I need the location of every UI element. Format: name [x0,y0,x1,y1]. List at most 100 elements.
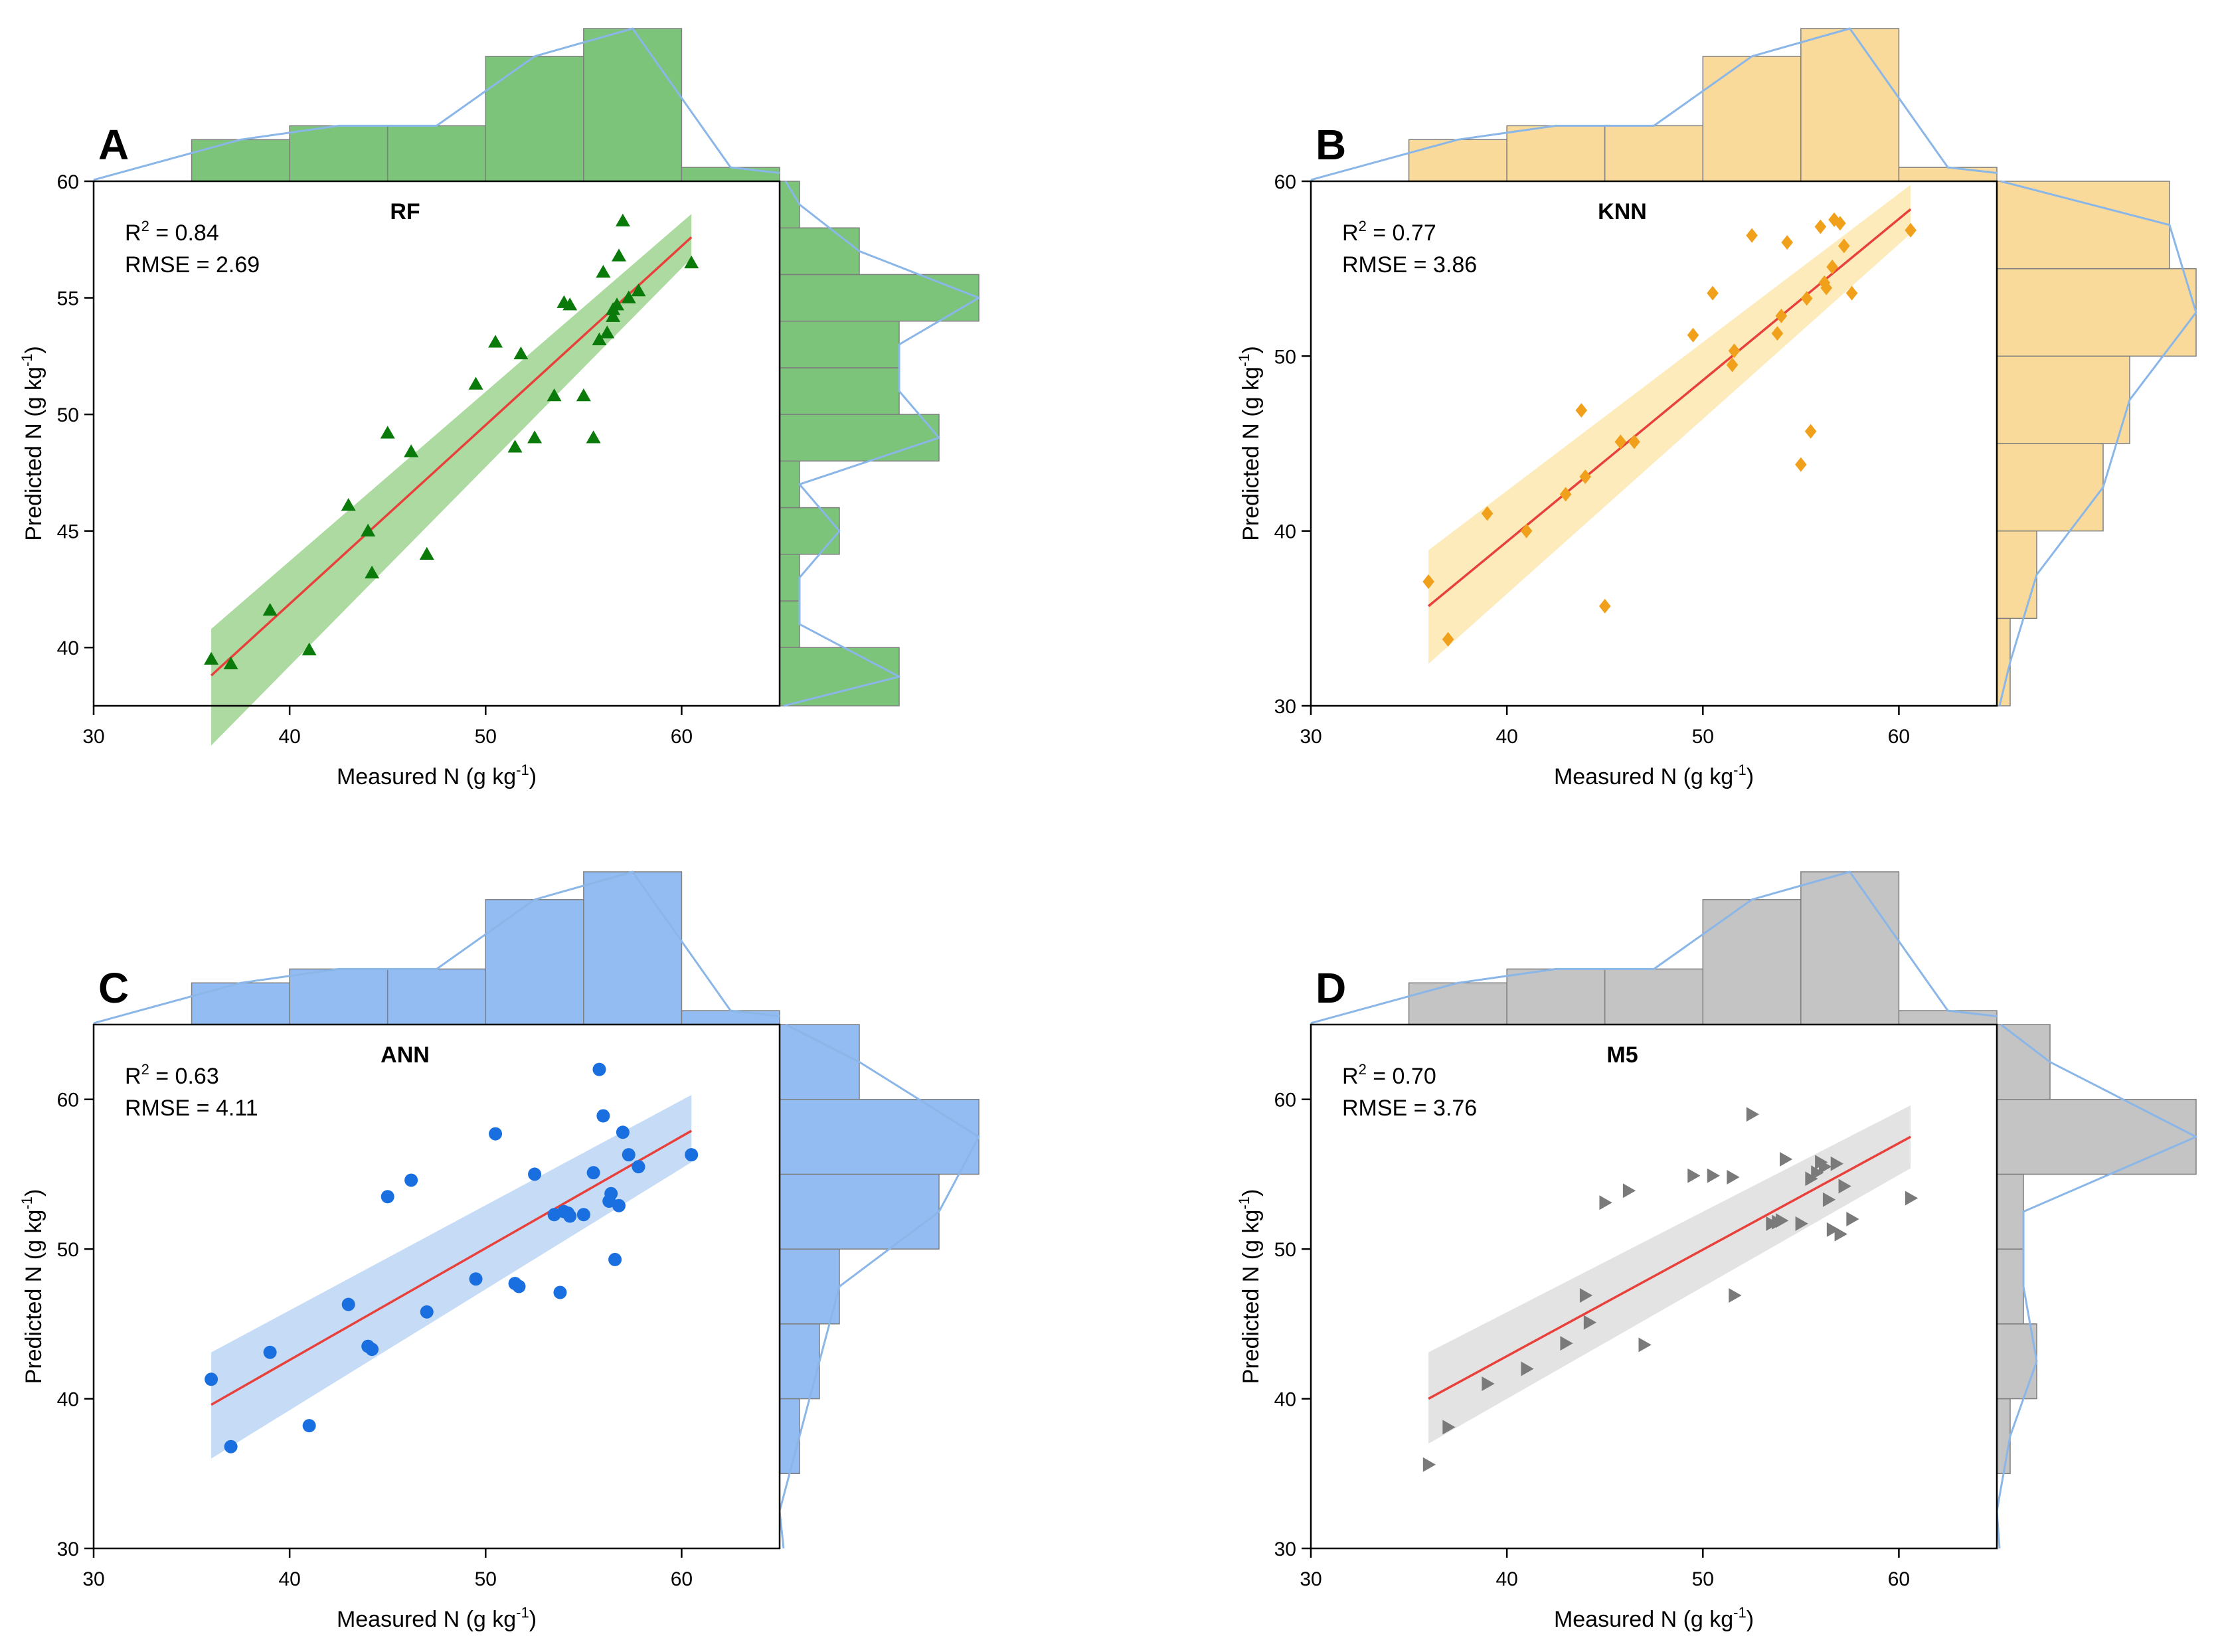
data-point [1811,1165,1824,1181]
data-point [1598,598,1611,614]
y-tick-label: 60 [1274,171,1296,193]
panel-letter: C [98,964,129,1012]
data-point [1579,1288,1593,1303]
y-hist-bar [779,507,840,555]
y-hist-bar [779,1398,800,1475]
y-tick-label: 50 [1274,346,1296,368]
data-point [553,1285,567,1299]
x-axis-label-sup: -1 [1733,1604,1747,1621]
data-point [1819,1159,1832,1175]
data-point [365,565,380,579]
plot-frame [92,180,781,707]
data-point [1422,1457,1436,1472]
data-point [512,1280,526,1293]
x-hist-bar [1800,871,1900,1025]
y-hist-bar [1996,181,2170,270]
data-point [685,1148,699,1162]
y-hist-bar [779,1098,980,1175]
y-hist-bar [779,1248,840,1325]
data-point [1905,1191,1919,1206]
data-point [576,1208,590,1222]
data-point [615,213,630,226]
x-hist-bar [289,125,388,182]
y-axis-label: Predicted N (g kg-1) [19,1189,46,1384]
x-tick-label: 40 [278,726,300,748]
x-axis-label-sup: -1 [516,1604,529,1621]
y-axis-label: Predicted N (g kg-1) [19,346,46,541]
x-tick-label: 50 [475,726,497,748]
x-tick-label: 50 [475,1568,497,1590]
data-point [380,426,395,439]
data-point [488,335,503,348]
y-hist-bar [1996,1323,2037,1400]
r2-superscript: 2 [1359,218,1367,234]
r2-value: = 0.63 [149,1064,219,1089]
data-point [604,1187,618,1200]
panel-letter: D [1316,964,1346,1012]
y-density-curve [783,181,980,707]
model-title: RF [390,199,420,224]
plot-frame [1310,180,1998,707]
y-tick-label: 60 [57,1090,79,1112]
y-hist-bar [1996,268,2197,357]
data-point [610,297,625,311]
data-point [592,1062,606,1076]
y-tick-label: 60 [1274,1090,1296,1112]
data-point [1830,1156,1843,1171]
data-point [1826,1222,1840,1237]
x-axis-label-sup: -1 [1733,762,1747,778]
data-point [1804,424,1817,439]
data-point [1622,1183,1636,1198]
x-hist-bar [681,1010,780,1025]
x-density-curve [93,870,780,1025]
x-axis-label-close: ) [1747,764,1754,789]
data-point [600,325,615,339]
y-tick-label: 55 [57,288,79,310]
y-axis-label: Predicted N (g kg-1) [1236,346,1264,541]
x-axis-label: Measured N (g kg-1) [1554,1604,1754,1632]
data-point [381,1190,394,1204]
r2-label: R [1342,1064,1359,1089]
y-tick-label: 30 [1274,696,1296,718]
model-title: ANN [381,1042,430,1068]
y-tick-label: 40 [1274,1389,1296,1411]
r2-annotation: R2 = 0.77 [1342,218,1436,246]
data-point [622,1148,636,1162]
y-hist-bar [779,1024,860,1100]
y-axis-label-text: Predicted N (g kg [21,367,46,541]
data-point [1726,357,1739,372]
r2-label: R [125,1064,141,1089]
y-hist-bar [779,274,980,322]
y-tick-label: 60 [57,171,79,193]
data-point [361,523,376,537]
rmse-annotation: RMSE = 2.69 [125,252,260,278]
data-point [596,264,611,278]
x-hist-bar [1604,125,1704,182]
x-hist-bar [1506,968,1606,1025]
x-hist-bar [1702,56,1802,182]
data-point [631,284,646,297]
y-axis-label-text: Predicted N (g kg [1238,1210,1264,1384]
data-point [420,1305,434,1319]
data-point [684,255,699,269]
y-hist-bar [779,1173,940,1250]
data-point [1771,326,1784,341]
data-point [341,498,356,511]
data-point [1776,1213,1789,1228]
y-axis-label-sup: -1 [19,354,35,367]
r2-superscript: 2 [141,1061,149,1078]
y-tick-label: 40 [57,637,79,659]
x-hist-bar [1408,139,1507,182]
data-point [562,297,578,311]
x-hist-bar [191,982,290,1025]
x-tick-label: 50 [1692,1568,1714,1590]
x-hist-bar [191,139,290,182]
data-point [404,444,419,457]
y-tick-label: 50 [57,404,79,426]
data-point [1800,291,1813,306]
x-axis-label-close: ) [529,764,537,789]
data-point [616,1125,630,1139]
